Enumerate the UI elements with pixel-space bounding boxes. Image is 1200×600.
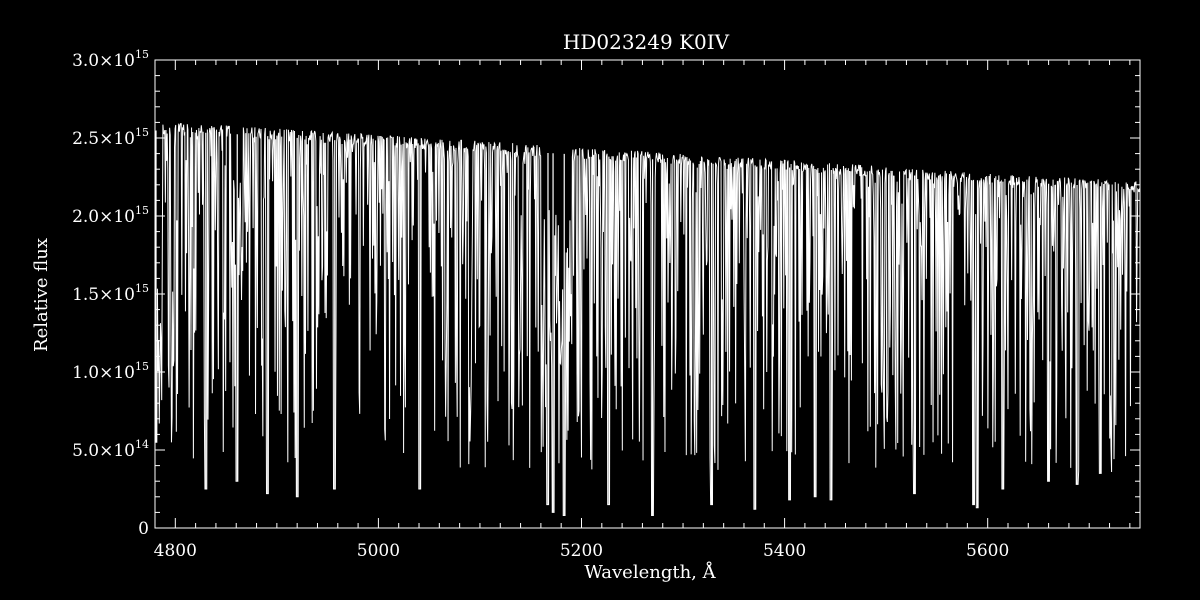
y-tick-label: 3.0×1015 <box>72 48 149 71</box>
y-tick-label: 2.0×1015 <box>72 204 149 227</box>
x-tick-label: 5200 <box>560 541 603 561</box>
x-axis-title: Wavelength, Å <box>584 561 716 583</box>
axes: 4800 5000 5200 5400 5600 0 5.0×1014 1.0×1015 1.5… <box>72 48 1141 561</box>
x-tick-label: 4800 <box>154 541 197 561</box>
y-axis-title: Relative flux <box>31 238 52 352</box>
y-tick-label: 2.5×1015 <box>72 126 149 149</box>
chart-title: HD023249 K0IV <box>563 30 730 54</box>
x-tick-label: 5600 <box>966 541 1009 561</box>
plot-area <box>155 123 1140 517</box>
y-tick-label: 0 <box>138 519 149 539</box>
spectrum-line <box>155 123 1140 517</box>
x-tick-label: 5400 <box>763 541 806 561</box>
y-tick-label: 5.0×1014 <box>72 438 149 461</box>
y-tick-label: 1.0×1015 <box>72 360 149 383</box>
x-tick-label: 5000 <box>357 541 400 561</box>
y-tick-label: 1.5×1015 <box>72 282 149 305</box>
